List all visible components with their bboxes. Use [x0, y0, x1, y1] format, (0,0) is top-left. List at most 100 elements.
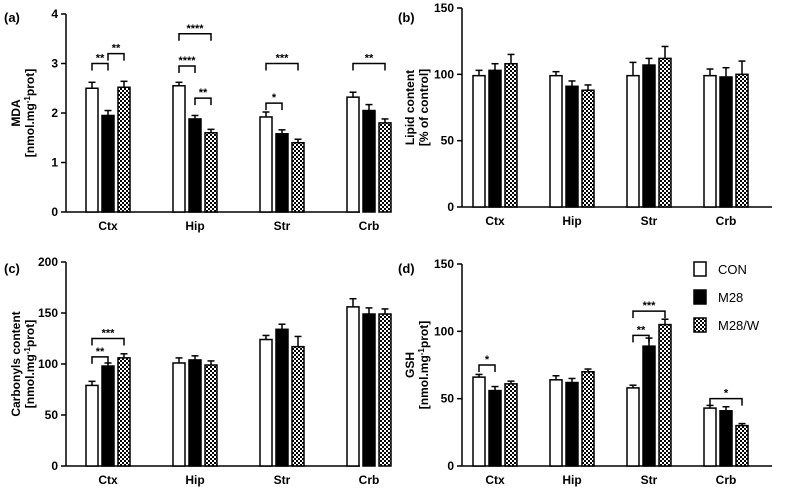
significance-bracket [265, 62, 299, 71]
bar-m28-w-crb [378, 313, 392, 467]
legend-label: CON [718, 262, 747, 277]
x-tick-label: Hip [562, 473, 581, 487]
significance-label: * [485, 354, 490, 366]
bar-m28-crb [362, 313, 376, 467]
significance-label: *** [276, 53, 290, 65]
y-tick-label: 0 [447, 459, 454, 473]
bar-m28-w-str [658, 57, 672, 208]
y-tick-label: 200 [38, 255, 58, 269]
bar-m28-w-hip [204, 364, 218, 467]
bar-m28-hip [188, 359, 202, 467]
significance-bracket [107, 52, 125, 61]
y-axis-label-line2: [nmol.mg-1prot] [23, 69, 38, 157]
x-tick-label: Ctx [485, 214, 505, 228]
bar-m28-w-str [291, 345, 305, 467]
x-tick-label: Str [274, 473, 291, 487]
bar-m28-w-ctx [504, 383, 518, 467]
bar-m28-str [275, 328, 289, 467]
legend-label: M28/W [718, 318, 760, 333]
y-axis-label: GSH [nmol.mg-1prot] [403, 321, 431, 409]
y-tick-label: 50 [441, 134, 455, 148]
y-tick-label: 50 [441, 392, 455, 406]
bar-m28-w-hip [204, 132, 218, 213]
significance-bracket [478, 364, 496, 372]
bar-m28-crb [719, 410, 733, 467]
bar-m28-ctx [101, 114, 115, 213]
bar-m28-str [642, 345, 656, 467]
bar-con-hip [549, 379, 563, 467]
significance-bracket [91, 62, 109, 71]
significance-label: ** [637, 324, 646, 336]
x-tick-label: Str [641, 214, 658, 228]
significance-label: ** [112, 43, 121, 55]
significance-bracket [91, 356, 109, 364]
significance-label: ** [96, 346, 105, 358]
bar-con-crb [703, 74, 717, 208]
y-tick-label: 4 [51, 7, 58, 21]
bar-con-crb [346, 96, 360, 213]
y-axis-label-line1: Carbonyls content [9, 311, 23, 416]
y-tick-label: 50 [45, 408, 59, 422]
significance-label: ** [365, 53, 374, 65]
bar-m28-str [642, 64, 656, 208]
bar-m28-ctx [101, 365, 115, 467]
significance-bracket [709, 397, 743, 406]
bar-m28-crb [362, 109, 376, 213]
significance-bracket [178, 33, 212, 41]
bar-m28-w-hip [581, 89, 595, 208]
panel-label: (b) [398, 10, 415, 25]
bar-con-hip [172, 362, 186, 467]
bar-m28-ctx [488, 389, 502, 467]
significance-bracket [352, 62, 386, 71]
bar-m28-w-ctx [117, 357, 131, 467]
bar-m28-w-ctx [504, 62, 518, 208]
bar-con-crb [703, 407, 717, 467]
x-tick-label: Crb [359, 473, 380, 487]
y-axis-label-line2: [nmol.mg-1prot] [417, 321, 432, 409]
y-tick-label: 100 [434, 67, 454, 81]
bar-con-str [259, 338, 273, 467]
y-axis-label-line2: [% of control] [417, 69, 431, 146]
significance-bracket [91, 337, 125, 346]
bar-m28-hip [565, 85, 579, 208]
bar-con-ctx [472, 74, 486, 208]
x-tick-label: Str [641, 473, 658, 487]
x-tick-label: Crb [716, 214, 737, 228]
y-tick-label: 3 [51, 57, 58, 71]
y-axis-label: MDA [nmol.mg-1prot] [9, 69, 37, 157]
y-tick-label: 150 [38, 306, 58, 320]
significance-bracket [632, 310, 666, 319]
bar-m28-crb [719, 76, 733, 208]
y-axis-label-line1: GSH [403, 352, 417, 378]
significance-label: * [724, 388, 729, 400]
bar-con-ctx [85, 384, 99, 467]
bar-m28-w-ctx [117, 86, 131, 213]
bar-m28-w-crb [735, 73, 749, 208]
panel-label: (c) [4, 261, 20, 276]
significance-label: *** [643, 300, 657, 312]
chart-panel-1: (b) 0 50 100 150 Lipid content [% of control] C… [398, 1, 772, 228]
bar-con-hip [549, 74, 563, 208]
bar-m28-hip [565, 381, 579, 467]
x-tick-label: Crb [359, 219, 380, 233]
panel-label: (a) [4, 10, 20, 25]
bar-con-hip [172, 85, 186, 213]
bar-con-crb [346, 306, 360, 467]
bar-m28-w-str [658, 323, 672, 467]
bar-con-str [626, 387, 640, 467]
y-tick-label: 0 [51, 205, 58, 219]
x-tick-label: Crb [716, 473, 737, 487]
y-tick-label: 150 [434, 1, 454, 15]
y-tick-label: 2 [51, 106, 58, 120]
y-tick-label: 0 [447, 200, 454, 214]
panel-label: (d) [398, 261, 415, 276]
legend: CON M28 M28/W [693, 261, 760, 333]
y-tick-label: 1 [51, 156, 58, 170]
x-tick-label: Ctx [98, 219, 118, 233]
y-axis-label-line2: [nmol.mg-1prot] [23, 320, 38, 408]
x-tick-label: Hip [185, 219, 204, 233]
y-axis-label: Carbonyls content [nmol.mg-1prot] [9, 311, 37, 416]
significance-label: ** [199, 87, 208, 99]
significance-bracket [194, 97, 212, 106]
